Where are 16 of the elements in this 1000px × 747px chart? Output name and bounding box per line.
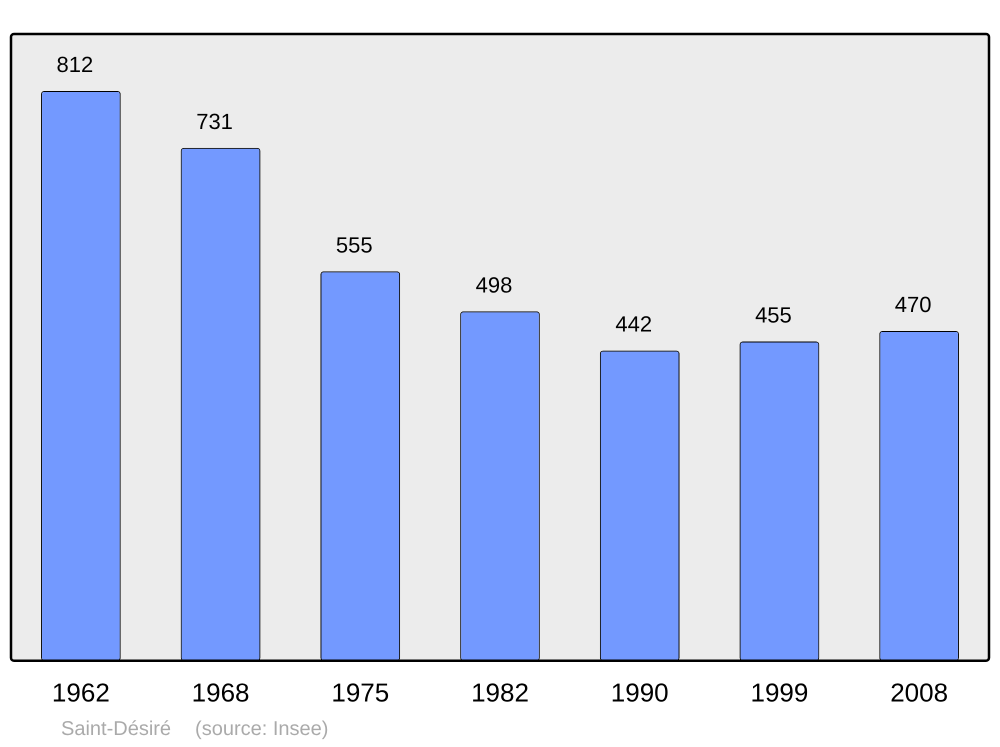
x-tick-label: 1962: [52, 678, 110, 708]
x-tick-label: 1990: [610, 678, 669, 708]
data-label: 455: [755, 302, 792, 328]
x-tick-label: 2008: [890, 678, 948, 708]
x-tick-label: 1982: [471, 678, 529, 708]
x-tick-label: 1968: [192, 678, 250, 708]
data-label: 555: [336, 232, 373, 258]
data-label: 812: [56, 52, 94, 78]
text: Saint-Désiré: [61, 718, 172, 740]
x-tick-label: 1999: [750, 678, 808, 708]
data-label: 498: [476, 272, 512, 298]
data-label: 470: [894, 292, 932, 318]
data-label: 731: [196, 108, 233, 134]
data-label: 442: [615, 312, 652, 337]
text: (source: Insee): [195, 718, 328, 740]
x-tick-label: 1975: [331, 678, 390, 708]
